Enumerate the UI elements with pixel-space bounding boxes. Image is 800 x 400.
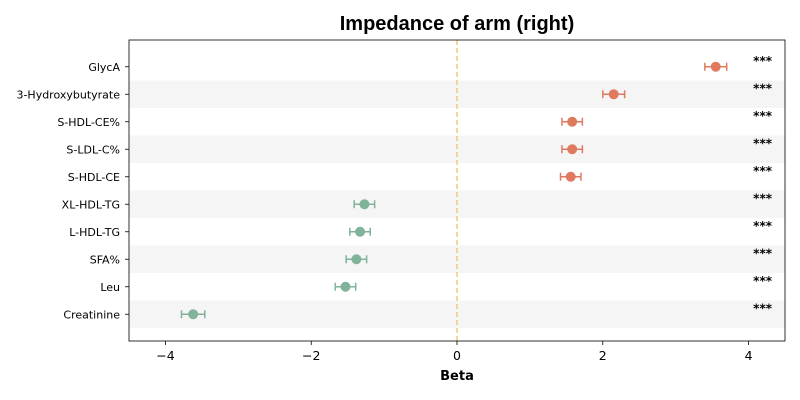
x-axis-label: Beta [440, 369, 474, 384]
significance-label: *** [753, 274, 773, 288]
significance-label: *** [753, 301, 773, 315]
y-labels: GlycA 3-Hydroxybutyrate S-HDL-CE% S-LDL-C% S… [16, 61, 129, 321]
point-marker [710, 61, 721, 72]
x-tick-label: 2 [599, 348, 607, 363]
point-marker [608, 89, 619, 100]
x-tick-label: −4 [156, 348, 174, 363]
y-tick-label: 3-Hydroxybutyrate [16, 88, 120, 101]
data-marks [180, 61, 728, 320]
x-tick-label: 4 [745, 348, 753, 363]
y-tick-label: S-HDL-CE% [57, 116, 120, 129]
y-tick-label: Creatinine [63, 308, 120, 321]
significance-label: *** [753, 109, 773, 123]
point-marker [188, 309, 199, 320]
point-marker [340, 281, 351, 292]
x-axis: −4 −2 0 2 4 [156, 341, 753, 363]
significance-label: *** [753, 164, 773, 178]
significance-label: *** [753, 136, 773, 150]
x-tick-label: 0 [453, 348, 461, 363]
significance-labels: *** *** *** *** *** *** *** *** *** *** [753, 54, 773, 316]
y-tick-label: SFA% [90, 253, 120, 266]
point-marker [567, 116, 578, 127]
y-tick-label: L-HDL-TG [69, 226, 120, 239]
point-marker [567, 144, 578, 155]
significance-label: *** [753, 81, 773, 95]
significance-label: *** [753, 191, 773, 205]
y-tick-label: GlycA [88, 61, 120, 74]
point-marker [359, 199, 370, 210]
chart-title: Impedance of arm (right) [340, 13, 574, 35]
y-tick-label: S-LDL-C% [66, 143, 120, 156]
plot-frame [128, 39, 786, 342]
significance-label: *** [753, 219, 773, 233]
significance-label: *** [753, 246, 773, 260]
y-tick-label: S-HDL-CE [68, 171, 120, 184]
x-tick-label: −2 [302, 348, 320, 363]
point-marker [351, 254, 362, 265]
point-marker [565, 171, 576, 182]
y-tick-label: Leu [100, 281, 120, 294]
significance-label: *** [753, 54, 773, 68]
point-marker [355, 226, 366, 237]
row-band [129, 80, 785, 108]
y-tick-label: XL-HDL-TG [62, 198, 120, 211]
